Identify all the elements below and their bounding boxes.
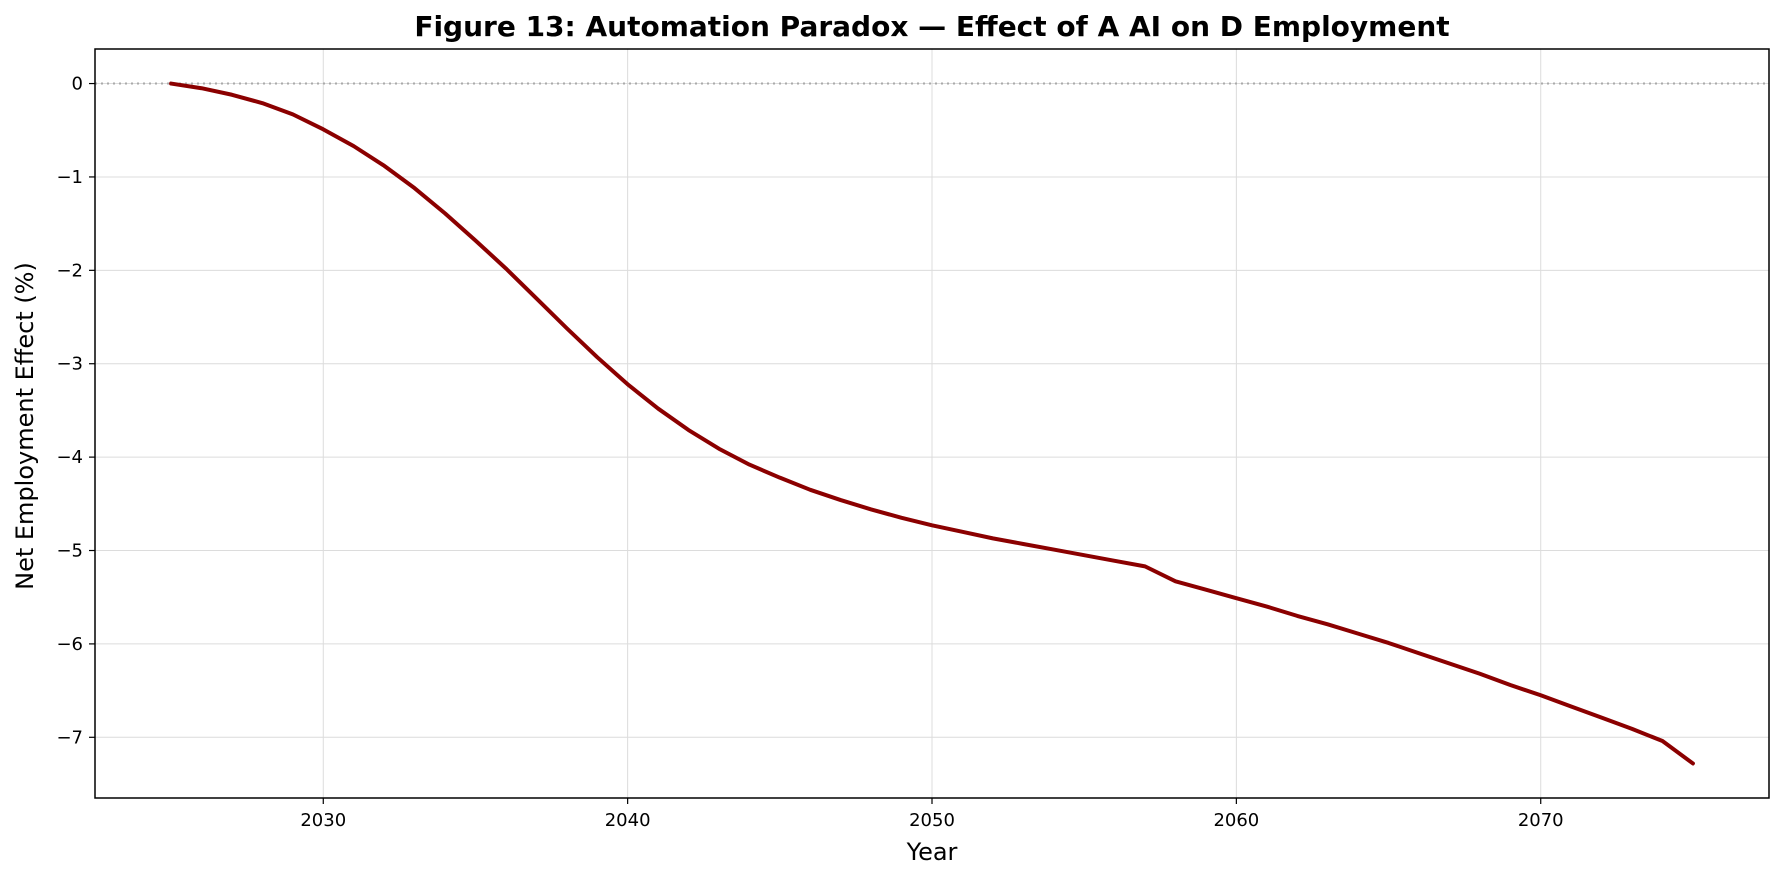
x-axis-ticks: 2030 2040 2050 2060 2070 [300, 798, 1564, 831]
grid-lines [95, 49, 1769, 798]
x-tick-label: 2030 [300, 810, 346, 831]
y-axis-label: Net Employment Effect (%) [11, 262, 39, 590]
x-tick-label: 2050 [909, 810, 955, 831]
y-tick-label: −1 [56, 167, 83, 188]
x-tick-label: 2070 [1518, 810, 1564, 831]
y-axis-ticks: 0 −1 −2 −3 −4 −5 −6 −7 [56, 74, 95, 748]
x-axis-label: Year [906, 838, 958, 866]
y-tick-label: −2 [56, 260, 83, 281]
chart-title: Figure 13: Automation Paradox — Effect o… [414, 10, 1449, 43]
y-tick-label: −3 [56, 354, 83, 375]
series-group [169, 81, 1695, 766]
y-tick-label: 0 [72, 74, 83, 95]
series-line [169, 81, 1695, 766]
x-tick-label: 2040 [605, 810, 651, 831]
x-tick-label: 2060 [1213, 810, 1259, 831]
y-tick-label: −4 [56, 447, 83, 468]
y-tick-label: −5 [56, 541, 83, 562]
y-tick-label: −7 [56, 727, 83, 748]
y-tick-label: −6 [56, 634, 83, 655]
